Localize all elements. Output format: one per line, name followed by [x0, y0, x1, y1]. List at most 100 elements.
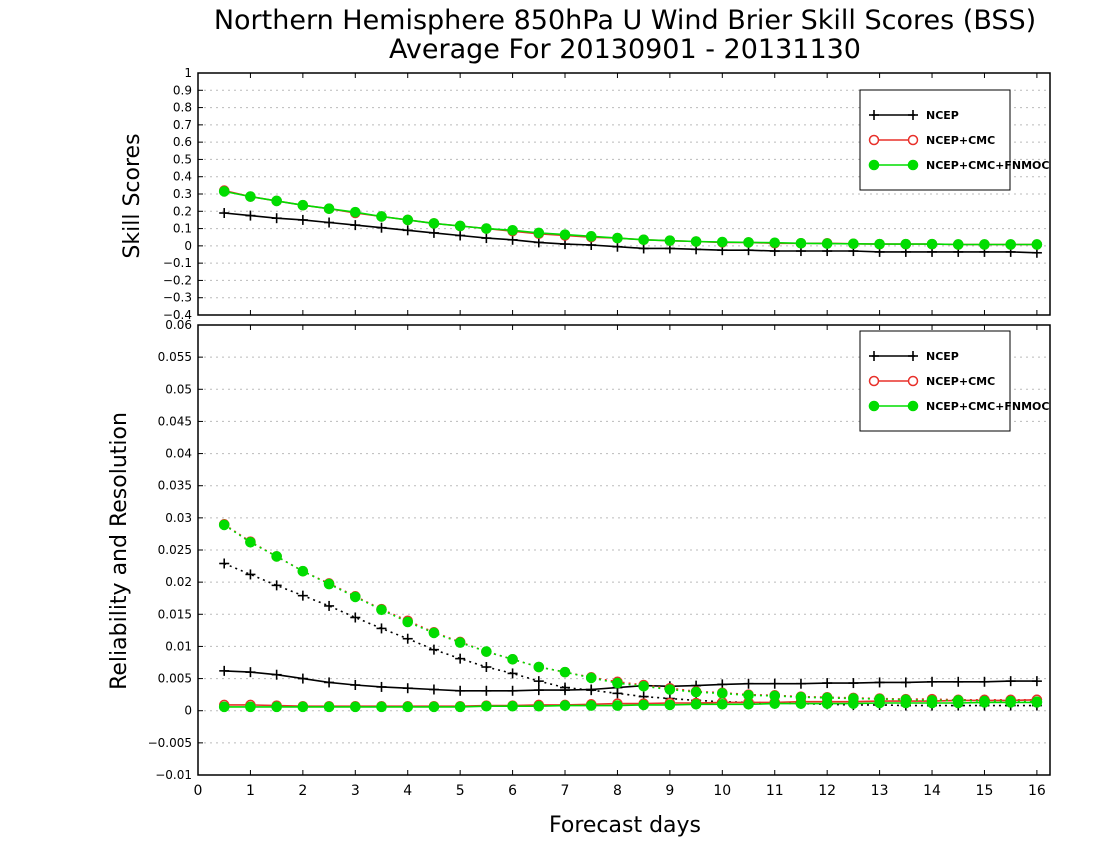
data-point: [743, 689, 754, 701]
data-point: [638, 234, 649, 246]
data-point: [638, 243, 649, 254]
data-point: [585, 700, 597, 711]
data-point: [350, 220, 361, 231]
top-ytick-label: 0: [184, 239, 192, 253]
data-point: [795, 678, 806, 689]
bottom-legend: NCEP NCEP+CMC NCEP+CMC+FNMOC: [859, 330, 1049, 432]
data-point: [402, 633, 413, 644]
xtick-label: 13: [871, 783, 889, 799]
data-point: [1005, 697, 1016, 708]
data-point: [219, 208, 230, 219]
data-point: [533, 700, 545, 712]
data-point: [402, 214, 414, 226]
legend-label: NCEP+CMC: [926, 375, 995, 388]
bottom-ytick-label: 0.06: [165, 318, 192, 332]
data-point: [1031, 697, 1043, 708]
data-point: [690, 698, 702, 710]
legend-marker: [868, 400, 880, 412]
data-point: [350, 612, 361, 623]
data-point: [297, 565, 309, 577]
legend-marker: [907, 400, 919, 412]
bottom-ytick-label: 0: [184, 704, 192, 718]
data-point: [560, 239, 571, 250]
bottom-series-markers-ncep-reliability: [219, 665, 1042, 696]
chart-subtitle: Average For 20130901 - 20131130: [389, 34, 861, 65]
data-point: [219, 665, 230, 676]
bottom-ytick-label: 0.045: [158, 414, 192, 428]
legend-marker: [868, 159, 880, 171]
data-point: [218, 186, 230, 197]
bottom-ytick-label: 0.02: [165, 575, 192, 589]
data-point: [690, 236, 702, 247]
data-point: [507, 700, 518, 712]
chart-title: Northern Hemisphere 850hPa U Wind Brier …: [214, 5, 1036, 36]
top-legend: NCEP NCEP+CMC NCEP+CMC+FNMOC: [859, 89, 1049, 191]
data-point: [507, 668, 518, 679]
data-point: [743, 237, 754, 248]
legend-label: NCEP+CMC: [926, 134, 995, 147]
top-series-line-ncep-cmc: [224, 189, 1037, 246]
data-point: [717, 688, 728, 699]
data-point: [1031, 676, 1042, 687]
bottom-panel-ylabel: Reliability and Resolution: [107, 412, 132, 690]
data-point: [455, 653, 466, 664]
data-point: [349, 701, 361, 713]
x-axis-label: Forecast days: [549, 813, 701, 838]
data-point: [717, 236, 728, 248]
bottom-ytick-label: 0.04: [165, 447, 192, 461]
data-point: [559, 666, 571, 678]
data-point: [1005, 239, 1016, 250]
data-point: [664, 699, 676, 711]
data-point: [324, 600, 335, 611]
data-point: [428, 644, 439, 655]
data-point: [271, 551, 282, 562]
data-point: [952, 239, 964, 250]
data-point: [428, 684, 439, 695]
data-point: [560, 685, 571, 696]
data-point: [638, 699, 649, 711]
top-series-markers-ncep: [219, 208, 1042, 258]
data-point: [533, 237, 544, 248]
data-point: [533, 676, 544, 687]
bottom-plot-frame: [197, 324, 1051, 776]
data-point: [245, 536, 256, 548]
xtick-label: 12: [818, 783, 836, 799]
data-point: [218, 519, 230, 531]
top-ytick-label: 0.5: [173, 152, 192, 166]
data-point: [454, 637, 466, 648]
legend-marker: [908, 351, 918, 361]
data-point: [454, 701, 466, 713]
top-series-markers-ncep-cmc-fnmoc: [218, 186, 1043, 250]
data-point: [402, 683, 413, 694]
top-ytick-label: −0.1: [163, 256, 192, 270]
data-point: [428, 701, 440, 713]
bottom-series-markers-ncep-resolution: [219, 558, 1042, 711]
data-point: [481, 233, 492, 244]
data-point: [376, 681, 387, 692]
data-point: [848, 678, 859, 689]
data-point: [245, 667, 256, 678]
data-point: [323, 578, 335, 590]
data-point: [769, 698, 781, 709]
data-point: [376, 211, 387, 222]
data-point: [848, 698, 859, 709]
data-point: [507, 685, 518, 696]
data-point: [349, 206, 361, 218]
data-point: [926, 697, 938, 709]
data-point: [559, 700, 571, 711]
data-point: [585, 672, 597, 684]
data-point: [324, 217, 335, 228]
data-point: [979, 239, 990, 250]
data-point: [245, 569, 256, 580]
top-ytick-label: 0.3: [173, 187, 192, 201]
data-point: [219, 558, 230, 569]
data-point: [1031, 239, 1043, 250]
data-point: [952, 697, 964, 709]
data-point: [402, 616, 414, 628]
data-point: [900, 677, 911, 688]
data-point: [717, 698, 728, 710]
data-point: [481, 685, 492, 696]
legend-label: NCEP+CMC+FNMOC: [926, 159, 1049, 172]
data-point: [455, 685, 466, 696]
